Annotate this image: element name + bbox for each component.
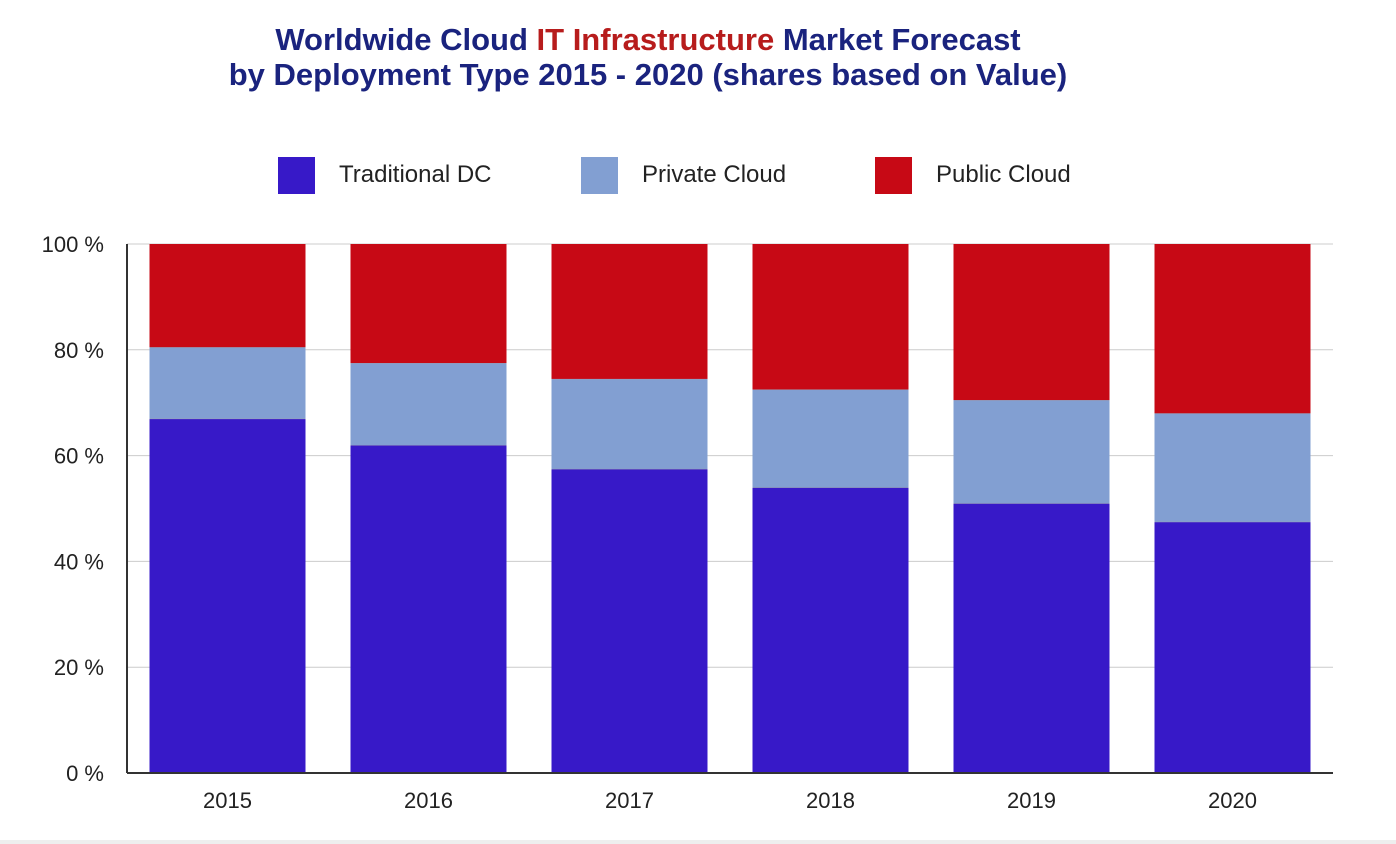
x-tick-label: 2018 bbox=[806, 788, 855, 813]
bar-private-cloud-2018 bbox=[752, 389, 909, 488]
y-tick-label: 40 % bbox=[54, 549, 104, 574]
bar-public-cloud-2017 bbox=[551, 244, 708, 379]
title-part-3: Market Forecast bbox=[774, 22, 1021, 57]
bar-private-cloud-2016 bbox=[350, 363, 507, 446]
bar-traditional-dc-2017 bbox=[551, 468, 708, 773]
bar-public-cloud-2016 bbox=[350, 244, 507, 364]
y-tick-label: 20 % bbox=[54, 655, 104, 680]
legend-item-traditional-dc: Traditional DC bbox=[278, 155, 492, 195]
footer-divider bbox=[0, 840, 1396, 844]
bar-public-cloud-2015 bbox=[149, 244, 306, 348]
legend-label-private-cloud: Private Cloud bbox=[642, 161, 787, 188]
bar-public-cloud-2018 bbox=[752, 244, 909, 390]
bar-private-cloud-2020 bbox=[1154, 413, 1311, 522]
bar-traditional-dc-2016 bbox=[350, 445, 507, 773]
x-tick-label: 2017 bbox=[605, 788, 654, 813]
bar-traditional-dc-2015 bbox=[149, 418, 306, 773]
y-tick-label: 0 % bbox=[66, 761, 104, 786]
y-tick-label: 80 % bbox=[54, 338, 104, 363]
x-tick-label: 2019 bbox=[1007, 788, 1056, 813]
bar-private-cloud-2015 bbox=[149, 347, 306, 419]
legend-label-public-cloud: Public Cloud bbox=[936, 161, 1071, 188]
legend-label-traditional-dc: Traditional DC bbox=[339, 161, 492, 188]
chart-title-line-1: Worldwide Cloud IT Infrastructure Market… bbox=[0, 22, 1296, 57]
legend-item-private-cloud: Private Cloud bbox=[581, 155, 786, 195]
bar-private-cloud-2017 bbox=[551, 378, 708, 469]
chart-legend: Traditional DC Private Cloud Public Clou… bbox=[0, 155, 1360, 195]
y-tick-label: 60 % bbox=[54, 444, 104, 469]
legend-swatch-traditional-dc bbox=[278, 156, 315, 194]
bar-traditional-dc-2019 bbox=[953, 503, 1110, 773]
bar-traditional-dc-2020 bbox=[1154, 521, 1311, 773]
legend-swatch-private-cloud bbox=[581, 156, 618, 194]
bar-public-cloud-2020 bbox=[1154, 244, 1311, 414]
chart-title-line-2: by Deployment Type 2015 - 2020 (shares b… bbox=[228, 57, 1068, 92]
bar-traditional-dc-2018 bbox=[752, 487, 909, 773]
x-tick-label: 2016 bbox=[404, 788, 453, 813]
legend-swatch-public-cloud bbox=[875, 156, 912, 194]
title-accent: IT Infrastructure bbox=[536, 22, 775, 57]
bar-private-cloud-2019 bbox=[953, 400, 1110, 504]
chart-title: Worldwide Cloud IT Infrastructure Market… bbox=[0, 22, 1296, 92]
title-part-1: Worldwide Cloud bbox=[275, 22, 537, 57]
legend-item-public-cloud: Public Cloud bbox=[875, 155, 1071, 195]
x-tick-label: 2015 bbox=[203, 788, 252, 813]
x-tick-label: 2020 bbox=[1208, 788, 1257, 813]
y-tick-label: 100 % bbox=[42, 232, 104, 257]
bar-public-cloud-2019 bbox=[953, 244, 1110, 401]
